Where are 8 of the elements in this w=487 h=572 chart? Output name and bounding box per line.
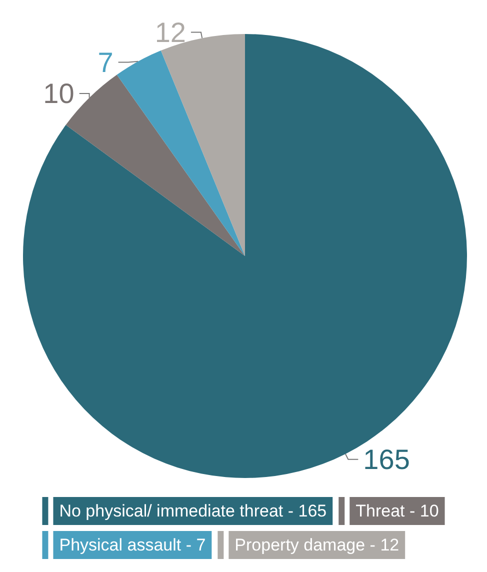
legend-label: Property damage - 12 xyxy=(234,536,400,554)
data-label: 165 xyxy=(363,444,410,475)
data-label: 10 xyxy=(43,78,74,109)
data-label: 7 xyxy=(98,46,114,78)
data-label: 12 xyxy=(154,16,186,48)
legend-label: Physical assault - 7 xyxy=(59,536,206,554)
legend-label: Threat - 10 xyxy=(356,502,439,520)
legend-label: No physical/ immediate threat - 165 xyxy=(59,502,327,520)
